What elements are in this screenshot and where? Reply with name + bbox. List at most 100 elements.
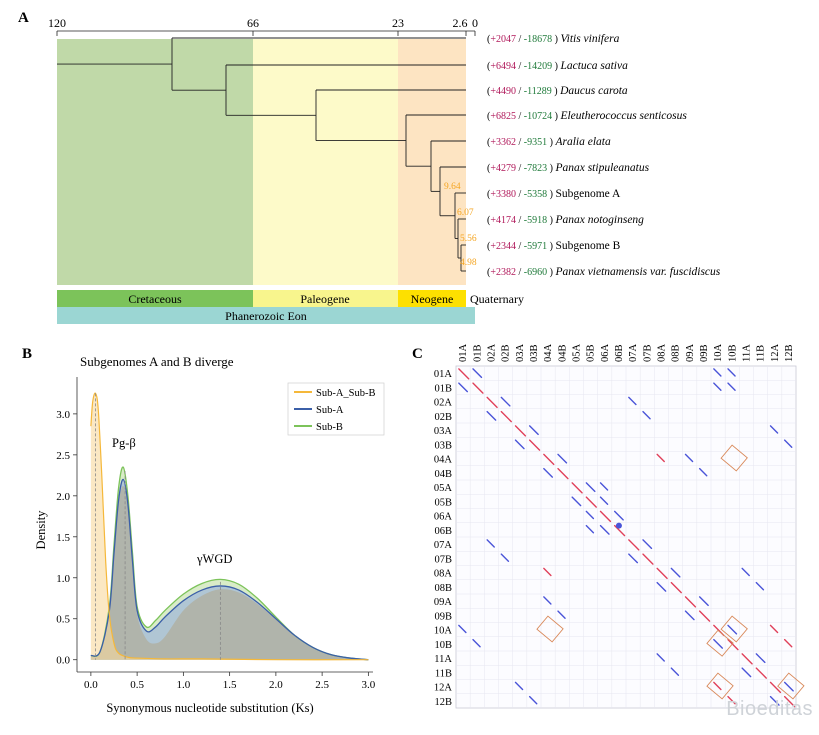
separator: /: [516, 111, 524, 122]
node-age: 4.98: [460, 258, 477, 268]
row-label: 05A: [434, 483, 453, 494]
row-label: 08B: [434, 583, 452, 594]
gene-gain: +2382: [490, 267, 516, 278]
species-name: Vitis vinifera: [560, 33, 619, 45]
synteny-segment: [543, 453, 555, 466]
period-neogene: Neogene: [411, 292, 454, 306]
row-label: 03B: [434, 440, 452, 451]
paleogene-band: [253, 39, 398, 285]
gene-gain: +4490: [490, 86, 516, 97]
col-label: 11B: [756, 345, 767, 362]
x-tick-label: 0.0: [84, 679, 98, 691]
period-cretaceous: Cretaceous: [128, 292, 182, 306]
synteny-segment: [684, 453, 694, 463]
synteny-segment: [727, 368, 736, 377]
panel-c-label: C: [412, 346, 423, 362]
watermark: Bioeditas: [726, 698, 813, 720]
highlight-box: [777, 672, 805, 700]
separator: /: [516, 137, 524, 148]
species-name: Aralia elata: [554, 136, 611, 148]
synteny-segment: [713, 681, 722, 691]
highlight-box: [706, 672, 734, 700]
species-label: (+2047 / -18678 ) Vitis vinifera: [487, 33, 620, 45]
gene-gain: +6825: [490, 111, 516, 122]
synteny-segment: [755, 581, 765, 591]
synteny-segment: [557, 467, 569, 480]
synteny-segment: [599, 482, 609, 491]
synteny-segment: [585, 496, 597, 508]
synteny-segment: [585, 482, 596, 493]
species-name: Panax vietnamensis var. fuscidiscus: [554, 266, 720, 278]
synteny-segment: [656, 581, 667, 592]
paren-close: ): [547, 241, 555, 252]
synteny-segment: [514, 439, 525, 450]
separator: /: [516, 215, 524, 226]
synteny-segment: [613, 510, 624, 521]
period-paleogene: Paleogene: [300, 292, 349, 306]
col-label: 02B: [501, 344, 512, 362]
legend-sub-a: Sub-A: [316, 405, 344, 416]
time-tick-label: 0: [472, 16, 478, 30]
col-label: 12B: [784, 344, 795, 362]
paren-close: ): [547, 215, 555, 226]
gene-gain: +6494: [490, 61, 516, 72]
paren-close: ): [547, 189, 555, 200]
synteny-segment: [571, 496, 582, 507]
synteny-segment: [543, 467, 554, 478]
col-label: 06A: [600, 344, 611, 363]
col-label: 12A: [770, 344, 781, 363]
paren-open: (: [487, 189, 491, 200]
synteny-segment: [642, 539, 653, 550]
row-label: 09B: [434, 611, 452, 622]
synteny-segment: [472, 382, 484, 394]
synteny-segment: [741, 653, 753, 665]
x-tick-label: 3.0: [362, 679, 376, 691]
species-label: (+6494 / -14209 ) Lactuca sativa: [487, 60, 628, 72]
col-label: 08B: [671, 344, 682, 362]
synteny-segment: [543, 596, 552, 605]
synteny-segment: [599, 524, 610, 535]
species-labels: (+2047 / -18678 ) Vitis vinifera(+6494 /…: [487, 33, 721, 278]
legend-sub-b: Sub-B: [316, 422, 343, 433]
paren-close: ): [552, 111, 560, 122]
synteny-segment: [585, 510, 595, 520]
y-tick-label: 1.5: [56, 532, 70, 544]
col-label: 05B: [586, 344, 597, 362]
dotplot-grid: [456, 366, 796, 708]
species-name: Panax notoginseng: [554, 214, 644, 226]
row-label: 01A: [434, 369, 453, 380]
row-label: 04B: [434, 469, 452, 480]
species-label: (+2344 / -5971 ) Subgenome B: [487, 240, 621, 252]
col-label: 09A: [685, 344, 696, 363]
row-label: 04A: [434, 455, 453, 466]
col-label: 04A: [543, 344, 554, 363]
species-name: Panax stipuleanatus: [554, 162, 649, 174]
species-name: Daucus carota: [559, 85, 628, 97]
synteny-segment: [458, 382, 469, 393]
x-tick-label: 2.5: [315, 679, 329, 691]
line-sub-a: [90, 478, 369, 661]
panel-b-label: B: [22, 346, 32, 362]
paren-open: (: [487, 163, 491, 174]
line-sub-ab: [90, 392, 369, 661]
paren-open: (: [487, 61, 491, 72]
paren-close: ): [552, 34, 560, 45]
y-tick-label: 0.5: [56, 614, 70, 626]
species-name: Subgenome A: [555, 188, 621, 200]
row-label: 10A: [434, 626, 453, 637]
x-tick-label: 0.5: [130, 679, 144, 691]
row-label: 06A: [434, 512, 453, 523]
x-tick-label: 1.5: [223, 679, 237, 691]
synteny-segment: [769, 681, 782, 694]
annotation-pg-beta: Pg-β: [112, 436, 136, 450]
node-age: 9.64: [444, 182, 461, 192]
gene-loss: -5971: [524, 241, 547, 252]
paren-open: (: [487, 215, 491, 226]
time-ticks: 120 66 23 2.6 0: [48, 16, 478, 36]
synteny-segment: [613, 524, 626, 537]
row-label: 01B: [434, 383, 452, 394]
synteny-segment: [698, 467, 708, 477]
separator: /: [516, 163, 524, 174]
